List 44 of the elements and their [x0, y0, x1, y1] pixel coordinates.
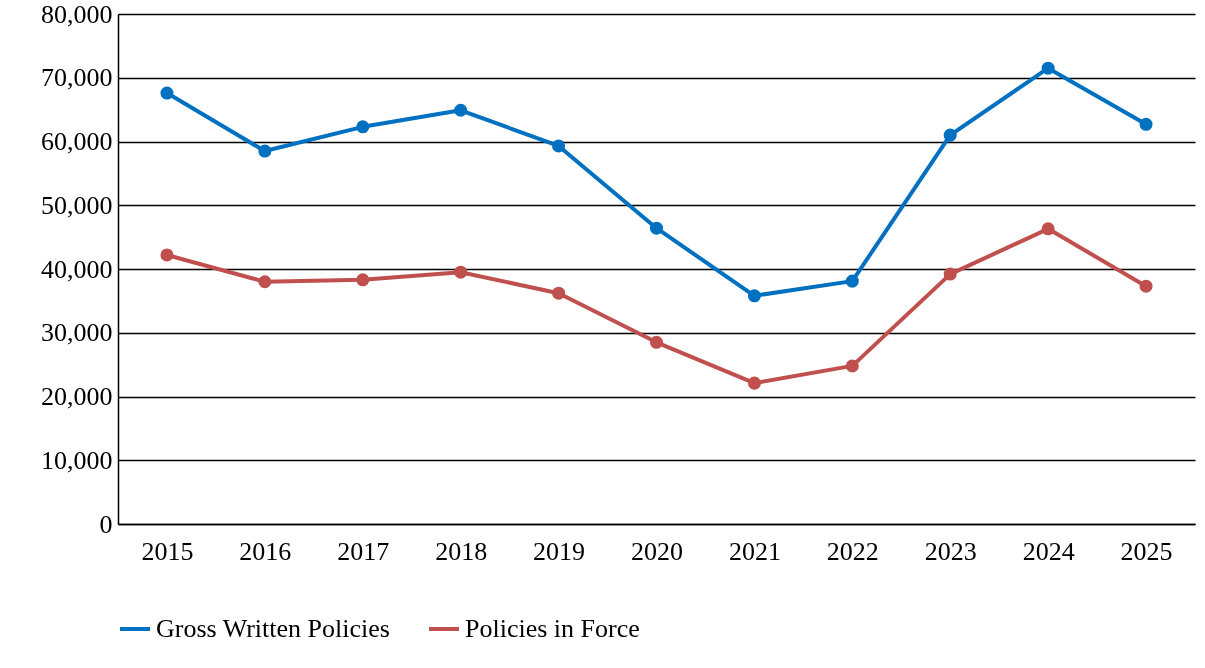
x-tick-label: 2023: [924, 536, 977, 566]
x-tick-label: 2019: [533, 536, 586, 566]
point: [1041, 61, 1055, 75]
x-tick-label: 2015: [141, 536, 194, 566]
point: [552, 139, 566, 153]
point: [552, 286, 566, 300]
y-tick-label: 10,000: [41, 445, 113, 475]
point: [1139, 117, 1153, 131]
legend-label: Policies in Force: [465, 614, 640, 643]
x-tick-label: 2021: [728, 536, 781, 566]
point: [747, 376, 761, 390]
y-tick-label: 70,000: [41, 63, 113, 93]
x-tick-label: 2018: [435, 536, 488, 566]
point: [258, 144, 272, 158]
y-tick-label: 50,000: [41, 190, 113, 220]
point: [258, 275, 272, 289]
x-tick-label: 2020: [631, 536, 683, 566]
y-tick-label: 40,000: [41, 254, 113, 284]
y-tick-label: 20,000: [41, 382, 113, 411]
point: [160, 86, 174, 100]
point: [160, 248, 174, 262]
legend-label: Gross Written Policies: [156, 614, 390, 643]
y-tick-label: 0: [99, 509, 113, 539]
point: [356, 273, 370, 287]
x-tick-label: 2024: [1022, 536, 1075, 566]
y-tick-label: 60,000: [41, 127, 113, 156]
y-tick-label: 30,000: [41, 318, 113, 348]
point: [943, 128, 957, 142]
y-tick-label: 80,000: [41, 0, 113, 29]
point: [649, 221, 664, 235]
x-tick-label: 2025: [1120, 536, 1173, 566]
point: [1041, 222, 1055, 236]
x-tick-label: 2016: [239, 536, 292, 566]
point: [454, 103, 468, 117]
point: [1139, 279, 1153, 293]
point: [845, 274, 859, 288]
point: [356, 120, 370, 134]
x-tick-label: 2022: [826, 536, 879, 566]
point: [454, 265, 468, 279]
point: [747, 289, 761, 303]
point: [943, 267, 957, 281]
x-tick-label: 2017: [337, 536, 390, 566]
point: [649, 335, 664, 349]
point: [845, 359, 859, 373]
